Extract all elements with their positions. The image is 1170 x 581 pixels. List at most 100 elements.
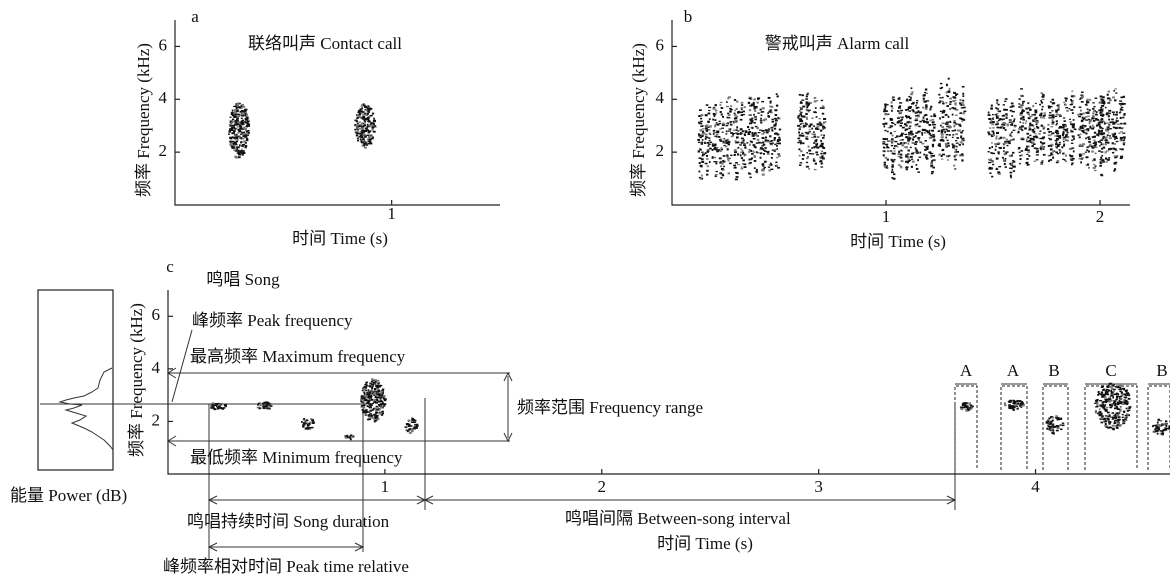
spectrogram-dot — [802, 158, 804, 160]
spectrogram-dot — [1014, 405, 1016, 406]
spectrogram-dot — [377, 389, 380, 390]
spectrogram-dot — [408, 425, 410, 427]
spectrogram-dot — [370, 143, 373, 144]
spectrogram-dot — [1080, 134, 1082, 136]
spectrogram-dot — [820, 160, 822, 162]
spectrogram-dot — [778, 139, 781, 141]
spectrogram-dot — [364, 136, 367, 138]
spectrogram-dot — [1119, 402, 1122, 404]
spectrogram-dot — [1122, 417, 1124, 418]
spectrogram-dot — [699, 149, 701, 151]
spectrogram-dot — [1114, 138, 1116, 140]
spectrogram-dot — [941, 158, 943, 159]
spectrogram-dot — [1099, 400, 1102, 401]
spectrogram-dot — [239, 128, 242, 130]
spectrogram-dot — [822, 105, 824, 107]
spectrogram-dot — [938, 154, 940, 156]
spectrogram-dot — [899, 102, 902, 103]
spectrogram-dot — [929, 151, 932, 153]
spectrogram-dot — [999, 147, 1001, 149]
spectrogram-dot — [1032, 105, 1034, 107]
spectrogram-dot — [1071, 131, 1074, 133]
spectrogram-dot — [371, 393, 373, 395]
spectrogram-dot — [368, 397, 370, 399]
spectrogram-dot — [778, 143, 781, 145]
spectrogram-dot — [706, 155, 708, 157]
spectrogram-dot — [919, 141, 922, 142]
spectrogram-dot — [798, 115, 800, 116]
spectrogram-dot — [948, 78, 950, 80]
spectrogram-dot — [245, 115, 247, 117]
spectrogram-dot — [705, 163, 708, 165]
spectrogram-dot — [234, 120, 237, 122]
spectrogram-dot — [890, 118, 893, 120]
spectrogram-dot — [216, 403, 218, 405]
spectrogram-dot — [1042, 160, 1044, 161]
spectrogram-dot — [1093, 158, 1095, 160]
spectrogram-dot — [816, 144, 818, 145]
spectrogram-dot — [932, 121, 935, 123]
spectrogram-dot — [1106, 161, 1108, 162]
spectrogram-dot — [1102, 128, 1104, 130]
spectrogram-dot — [371, 123, 373, 125]
spectrogram-dot — [1089, 122, 1091, 124]
spectrogram-dot — [742, 159, 745, 161]
spectrogram-dot — [817, 123, 820, 125]
spectrogram-dot — [760, 152, 763, 154]
spectrogram-dot — [1048, 155, 1050, 157]
spectrogram-dot — [988, 112, 990, 114]
spectrogram-dot — [777, 96, 779, 97]
spectrogram-dot — [1065, 100, 1067, 102]
spectrogram-dot — [721, 107, 723, 108]
spectrogram-dot — [1065, 155, 1067, 157]
spectrogram-dot — [819, 122, 822, 123]
spectrogram-dot — [764, 118, 767, 120]
spectrogram-dot — [742, 150, 744, 152]
spectrogram-dot — [1114, 404, 1116, 406]
spectrogram-dot — [735, 129, 737, 131]
spectrogram-dot — [1047, 419, 1050, 421]
spectrogram-dot — [813, 142, 815, 144]
spectrogram-dot — [301, 421, 303, 423]
spectrogram-dot — [1105, 393, 1107, 395]
spectrogram-dot — [1115, 417, 1117, 419]
spectrogram-dot — [1105, 107, 1107, 108]
spectrogram-dot — [1122, 133, 1125, 134]
spectrogram-dot — [369, 404, 372, 406]
spectrogram-dot — [1057, 160, 1060, 162]
spectrogram-dot — [368, 120, 370, 122]
spectrogram-dot — [309, 429, 311, 430]
spectrogram-dot — [233, 125, 235, 127]
spectrogram-dot — [1044, 114, 1046, 116]
spectrogram-dot — [1042, 126, 1045, 128]
spectrogram-dot — [898, 164, 901, 166]
spectrogram-dot — [806, 117, 808, 118]
spectrogram-dot — [1079, 136, 1081, 138]
spectrogram-dot — [931, 130, 934, 132]
spectrogram-dot — [811, 128, 813, 130]
guides — [40, 330, 955, 560]
spectrogram-dot — [1082, 153, 1085, 154]
spectrogram-dot — [1093, 111, 1095, 112]
spectrogram-dot — [1071, 90, 1073, 91]
spectrogram-dot — [987, 132, 989, 134]
spectrogram-dot — [713, 148, 715, 150]
spectrogram-dot — [1108, 115, 1110, 117]
spectrogram-dot — [925, 88, 927, 90]
spectrogram-dot — [1112, 425, 1115, 426]
spectrogram-dot — [1029, 128, 1032, 130]
spectrogram-dot — [382, 402, 384, 404]
spectrogram-dot — [1100, 174, 1102, 176]
spectrogram-dot — [884, 162, 886, 164]
spectrogram-dot — [821, 143, 824, 145]
spectrogram-dot — [1031, 145, 1033, 147]
spectrogram-dot — [774, 139, 776, 141]
spectrogram-dot — [350, 434, 352, 436]
spectrogram-dot — [1011, 135, 1013, 137]
spectrogram-dot — [891, 105, 893, 107]
spectrogram-dot — [1061, 146, 1063, 148]
spectrogram-dot — [1099, 120, 1101, 122]
spectrogram-dot — [743, 139, 745, 141]
spectrogram-dot — [894, 131, 896, 132]
spectrogram-dot — [741, 138, 744, 140]
